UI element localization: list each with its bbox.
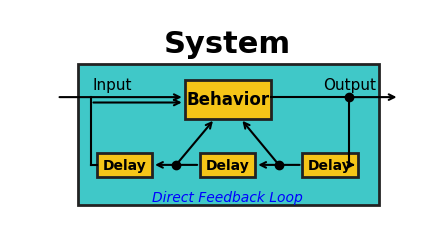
Text: Delay: Delay [308, 158, 352, 172]
Text: Direct Feedback Loop: Direct Feedback Loop [152, 191, 303, 204]
FancyBboxPatch shape [302, 153, 358, 177]
Text: System: System [164, 29, 291, 58]
FancyBboxPatch shape [200, 153, 255, 177]
FancyBboxPatch shape [78, 65, 379, 205]
Text: Output: Output [323, 78, 376, 93]
Text: Behavior: Behavior [186, 91, 269, 109]
Text: Input: Input [93, 78, 132, 93]
FancyBboxPatch shape [97, 153, 152, 177]
Text: Delay: Delay [103, 158, 146, 172]
Text: Delay: Delay [206, 158, 250, 172]
FancyBboxPatch shape [185, 81, 271, 119]
